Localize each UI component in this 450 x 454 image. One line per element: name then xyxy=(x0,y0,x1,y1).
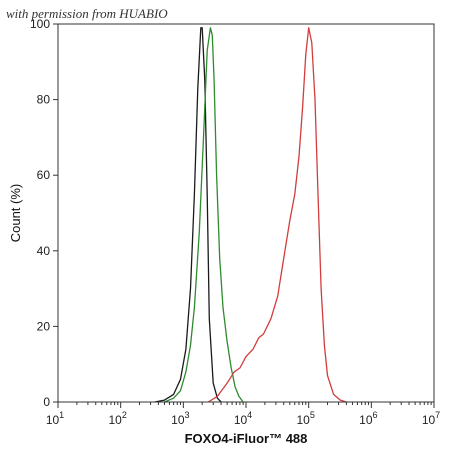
x-tick-label: 103 xyxy=(171,410,189,427)
x-tick-base: 10 xyxy=(234,413,248,427)
y-axis-title: Count (%) xyxy=(8,184,23,243)
x-tick-label: 101 xyxy=(46,410,64,427)
x-tick-label: 105 xyxy=(296,410,314,427)
plot-frame xyxy=(57,23,435,403)
x-tick-exponent: 7 xyxy=(435,410,440,420)
x-tick-label: 106 xyxy=(359,410,377,427)
x-tick-exponent: 6 xyxy=(373,410,378,420)
y-axis-ticks: 0 20 40 60 80 100 xyxy=(30,17,58,409)
histogram-line xyxy=(164,27,244,403)
histogram-line xyxy=(207,27,347,403)
x-tick-exponent: 1 xyxy=(59,410,64,420)
x-tick-base: 10 xyxy=(359,413,373,427)
x-tick-base: 10 xyxy=(296,413,310,427)
x-tick-label: 107 xyxy=(422,410,440,427)
x-tick-exponent: 2 xyxy=(122,410,127,420)
y-tick-label: 20 xyxy=(37,319,51,333)
x-tick-base: 10 xyxy=(46,413,60,427)
y-tick-label: 0 xyxy=(43,395,50,409)
x-tick-base: 10 xyxy=(422,413,436,427)
y-tick-label: 80 xyxy=(37,93,51,107)
x-axis-ticks: 101 102 103 104 105 106 107 xyxy=(46,402,440,427)
x-tick-label: 104 xyxy=(234,410,252,427)
x-tick-base: 10 xyxy=(171,413,185,427)
y-tick-label: 60 xyxy=(37,168,51,182)
x-tick-exponent: 4 xyxy=(247,410,252,420)
x-tick-exponent: 3 xyxy=(185,410,190,420)
x-tick-base: 10 xyxy=(108,413,122,427)
y-tick-label: 40 xyxy=(37,244,51,258)
watermark: with permission from HUABIO xyxy=(6,6,168,21)
x-tick-exponent: 5 xyxy=(310,410,315,420)
x-axis-title: FOXO4-iFluor™ 488 xyxy=(185,431,308,446)
histogram-line xyxy=(154,27,222,403)
x-tick-label: 102 xyxy=(108,410,126,427)
histogram-series xyxy=(154,27,347,403)
y-tick-label: 100 xyxy=(30,17,50,31)
